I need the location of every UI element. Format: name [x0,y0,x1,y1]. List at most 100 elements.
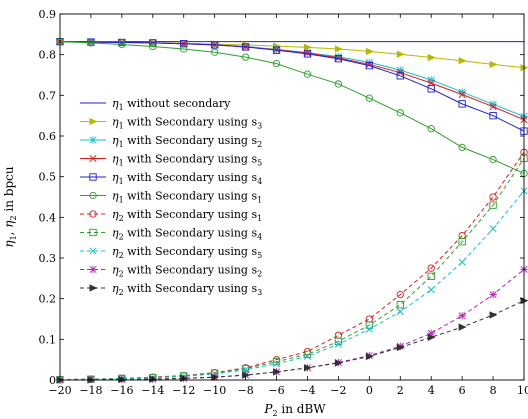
data-point [87,39,95,47]
legend-swatch-marker [89,247,97,255]
data-point [272,358,281,366]
data-point [118,40,126,49]
series-line-8 [59,190,525,381]
data-point [396,343,405,352]
data-point [489,112,497,120]
y-tick-label: 0.4 [39,211,57,224]
data-point [458,100,466,108]
legend-item-9: η2 with Secondary using s2 [80,264,262,279]
data-point [180,45,188,53]
series-line-4 [59,41,525,132]
data-point [334,359,343,367]
legend-item-4: η1 with Secondary using s4 [80,171,262,186]
data-point [458,323,467,331]
data-point [396,308,404,316]
legend-item-1: η1 with Secondary using s3 [80,116,262,131]
data-point [211,48,219,56]
legend-label: η1 with Secondary using s3 [112,116,262,131]
data-point [458,90,466,99]
data-point [365,47,374,56]
legend-item-8: η2 with Secondary using s5 [80,245,262,260]
legend-swatch-marker [89,136,97,144]
series-10 [56,297,528,384]
x-tick-label: −6 [268,384,284,397]
x-tick-label: −4 [299,384,315,397]
legend-label: η1 with Secondary using s5 [112,153,262,168]
data-point [303,350,312,359]
data-point [489,103,497,111]
legend-item-10: η2 with Secondary using s3 [80,282,262,297]
data-point [273,368,281,376]
x-tick-label: 2 [397,384,404,397]
data-point [180,40,188,48]
series-line-5 [59,41,525,174]
data-point [241,43,250,51]
y-tick-label: 0.5 [39,171,57,184]
data-point [303,364,312,372]
data-point [489,225,497,233]
legend-item-6: η2 with Secondary using s1 [80,208,262,223]
x-tick-label: 4 [428,384,435,397]
legend-swatch-marker [89,173,97,181]
legend-swatch-marker [89,284,98,292]
data-point [272,360,281,368]
axes-frame [59,13,525,381]
y-tick-label: 0.9 [39,8,57,21]
legend-label: η2 with Secondary using s3 [112,282,262,297]
data-point [489,100,497,108]
data-point [427,85,435,93]
data-point [458,88,466,96]
legend-label: η1 without secondary [112,97,231,112]
x-tick-label: −8 [237,384,253,397]
legend: η1 without secondary η1 with Secondary us… [80,97,262,297]
data-point [458,57,467,65]
data-point [458,238,466,246]
data-point [458,143,466,152]
x-tick-label: 6 [459,384,466,397]
y-tick-label: 0.2 [39,293,57,306]
data-point [365,94,373,102]
data-point [241,53,250,61]
data-point [365,61,373,70]
data-point [427,333,436,341]
series-layer [56,37,528,384]
data-point [489,201,497,209]
data-point [303,50,312,58]
data-point [396,301,404,309]
y-tick-label: 0.3 [39,252,57,265]
data-point [118,38,126,47]
x-tick-label: 8 [490,384,497,397]
legend-swatch-marker [89,117,98,126]
data-point [489,155,497,164]
y-axis-title: η1, η2 in bpcu [2,166,18,248]
legend-label: η2 with Secondary using s4 [112,227,262,242]
x-tick-label: −2 [330,384,346,397]
x-tick-label: −14 [141,384,164,397]
legend-label: η2 with Secondary using s2 [112,264,262,279]
data-point [149,42,157,51]
legend-label: η2 with Secondary using s1 [112,208,262,223]
data-point [489,193,497,201]
data-point [427,264,435,272]
data-point [365,352,374,361]
data-point [427,286,435,294]
x-tick-label: −12 [172,384,195,397]
series-5 [56,38,528,178]
data-point [396,109,404,117]
data-point [272,59,281,68]
legend-swatch-marker [89,154,97,163]
y-tick-label: 0.1 [39,333,57,346]
data-point [211,41,219,49]
plot-area [60,14,524,380]
data-point [334,55,343,63]
legend-item-0: η1 without secondary [80,97,231,112]
legend-swatch-marker [89,265,97,274]
x-tick-label: −18 [79,384,102,397]
data-point [334,53,343,61]
legend-label: η1 with Secondary using s1 [112,190,262,205]
legend-label: η1 with Secondary using s2 [112,134,262,149]
x-tick-label: −10 [203,384,226,397]
legend-swatch-marker [89,210,97,218]
data-point [458,312,466,320]
